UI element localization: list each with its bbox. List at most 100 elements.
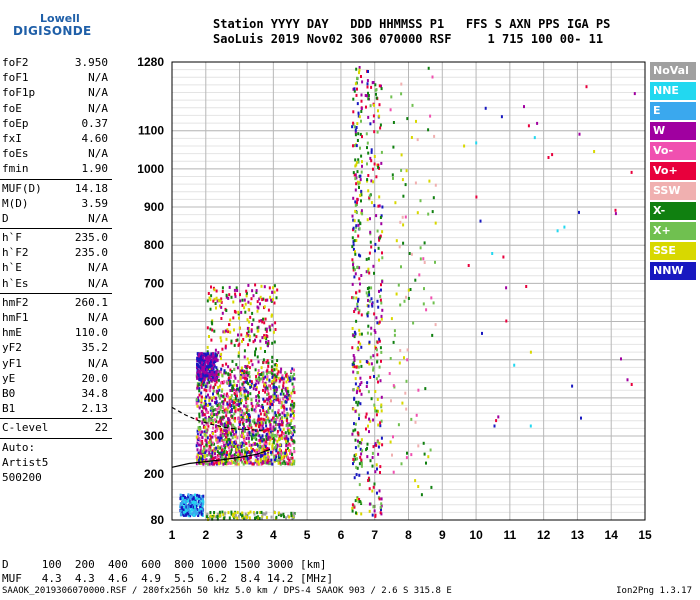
echo-point <box>282 385 285 389</box>
echo-point <box>283 395 286 398</box>
echo-point <box>398 245 401 249</box>
echo-point <box>252 340 255 344</box>
echo-point <box>207 365 209 369</box>
echo-point <box>406 451 408 455</box>
echo-point <box>258 421 261 425</box>
echo-point <box>356 466 359 470</box>
echo-point <box>293 414 295 418</box>
echo-point <box>356 403 359 407</box>
echo-point <box>197 365 200 369</box>
echo-point <box>269 386 272 390</box>
echo-point <box>246 331 249 335</box>
echo-point <box>293 391 296 395</box>
echo-point <box>282 404 285 408</box>
echo-point <box>381 230 384 234</box>
echo-point <box>263 447 266 451</box>
echo-point <box>249 385 252 389</box>
echo-point <box>358 413 361 417</box>
echo-point <box>201 499 204 503</box>
echo-point <box>403 299 406 303</box>
echo-point <box>292 388 295 391</box>
echo-point <box>228 421 231 425</box>
echo-point <box>355 296 358 300</box>
echo-point <box>273 418 276 421</box>
echo-point <box>417 388 420 392</box>
echo-point <box>209 373 212 377</box>
echo-point <box>228 437 231 441</box>
echo-point <box>376 353 379 357</box>
echo-point <box>274 411 277 415</box>
echo-point <box>381 251 383 255</box>
echo-point <box>243 443 245 447</box>
echo-point <box>225 440 228 444</box>
echo-point <box>200 410 203 414</box>
echo-point <box>248 375 251 379</box>
echo-point <box>260 417 263 421</box>
echo-point <box>264 317 267 321</box>
x-tick-label: 7 <box>371 528 378 542</box>
echo-point <box>479 219 482 223</box>
separator <box>0 437 112 439</box>
echo-point <box>192 500 195 504</box>
echo-point <box>199 505 202 509</box>
echo-point <box>265 418 268 422</box>
echo-point <box>254 283 257 287</box>
echo-point <box>226 394 229 398</box>
echo-point <box>236 457 239 461</box>
echo-point <box>198 494 201 498</box>
echo-point <box>578 132 581 136</box>
echo-point <box>253 512 256 516</box>
legend-entry: NoVal <box>650 62 696 80</box>
echo-point <box>222 513 225 517</box>
echo-point <box>209 440 212 444</box>
echo-point <box>251 419 254 423</box>
echo-point <box>221 448 224 452</box>
echo-point <box>216 427 219 431</box>
echo-point <box>405 169 408 173</box>
echo-point <box>276 432 279 436</box>
echo-point <box>256 401 259 405</box>
echo-point <box>204 426 207 429</box>
echo-point <box>365 132 368 136</box>
echo-point <box>192 496 195 500</box>
echo-point <box>224 462 227 465</box>
echo-point <box>245 419 248 423</box>
echo-point <box>272 376 275 380</box>
echo-point <box>199 430 202 434</box>
echo-point <box>197 369 200 373</box>
echo-point <box>288 396 291 400</box>
echo-point <box>352 365 355 368</box>
echo-point <box>371 489 374 493</box>
echo-point <box>358 227 361 231</box>
echo-point <box>230 440 233 444</box>
echo-point <box>291 399 294 403</box>
echo-point <box>200 443 202 447</box>
echo-point <box>227 428 230 432</box>
echo-point <box>209 307 212 311</box>
echo-point <box>229 330 232 334</box>
echo-point <box>246 516 248 519</box>
echo-point <box>242 418 245 422</box>
param-name: foEp <box>2 116 29 130</box>
echo-point <box>283 435 286 439</box>
echo-point <box>265 440 268 444</box>
echo-point <box>291 517 294 521</box>
param-row: foF2 3.950 <box>0 55 112 70</box>
echo-point <box>237 425 240 429</box>
echo-point <box>378 489 381 493</box>
echo-point <box>614 212 617 216</box>
echo-point <box>261 515 264 518</box>
param-row: foE N/A <box>0 101 112 116</box>
echo-point <box>370 85 373 89</box>
echo-point <box>184 508 187 512</box>
echo-point <box>208 451 211 455</box>
echo-point <box>355 391 358 395</box>
echo-point <box>380 436 383 440</box>
echo-point <box>214 348 217 352</box>
echo-point <box>197 373 200 377</box>
echo-point <box>236 516 239 520</box>
echo-point <box>352 226 355 230</box>
echo-point <box>198 508 200 512</box>
echo-point <box>365 360 368 363</box>
echo-point <box>254 409 257 413</box>
